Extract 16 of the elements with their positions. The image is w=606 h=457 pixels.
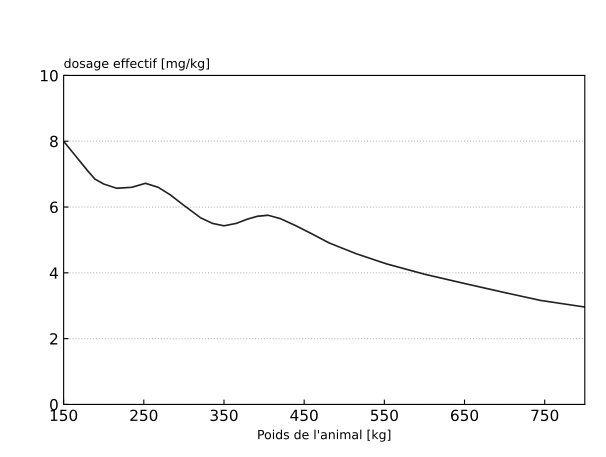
y-tick-label: 10 — [41, 70, 58, 82]
x-tick-label: 250 — [130, 410, 158, 422]
y-tick-label: 4 — [50, 267, 58, 279]
y-tick-label: 2 — [50, 333, 58, 344]
x-tick-label: 550 — [370, 410, 398, 422]
x-tick-label: 650 — [451, 410, 478, 422]
x-tick-label: 450 — [290, 410, 318, 422]
line-series — [64, 140, 585, 308]
y-tick-label: 8 — [50, 136, 58, 148]
y-tick-label: 0 — [50, 398, 58, 410]
y-tick-label: 6 — [50, 201, 58, 214]
x-tick-label: 350 — [210, 410, 238, 422]
x-axis-title: Poids de l'animal [kg] — [258, 430, 390, 442]
x-tick-label: 750 — [531, 410, 558, 422]
y-axis-title: dosage effectif [mg/kg] — [64, 58, 209, 70]
x-tick-label: 150 — [50, 410, 78, 422]
